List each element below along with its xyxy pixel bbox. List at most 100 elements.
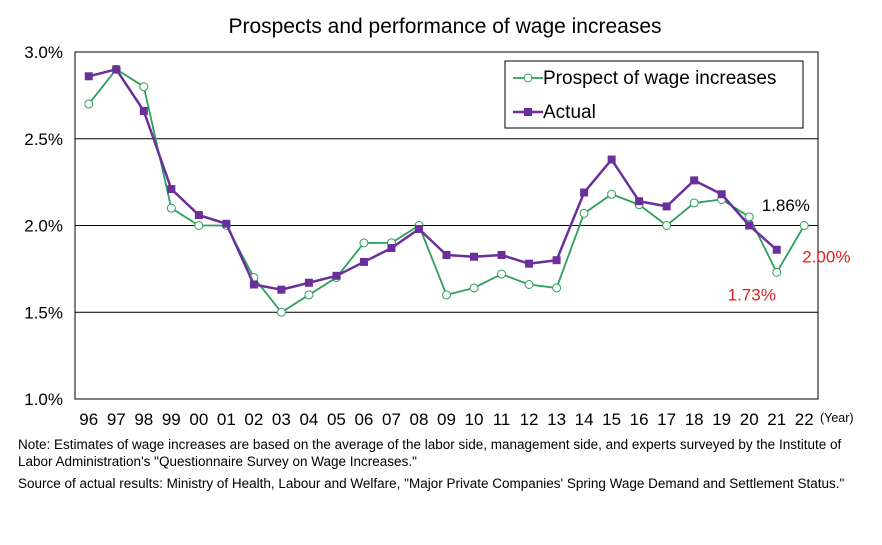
chart-note: Note: Estimates of wage increases are ba… [18, 437, 842, 469]
y-tick-label: 1.0% [24, 390, 63, 409]
data-point [552, 283, 562, 293]
x-tick-label: 18 [685, 410, 704, 429]
data-point [662, 221, 672, 230]
series-actual [84, 65, 781, 294]
data-point [745, 221, 754, 230]
x-tick-label: 11 [493, 410, 511, 429]
x-tick-label: 98 [134, 410, 153, 429]
data-point [524, 279, 534, 289]
data-point [744, 212, 754, 222]
series-line [88, 67, 778, 291]
x-tick-label: 15 [602, 410, 621, 429]
legend-marker [524, 108, 532, 116]
data-point [772, 245, 781, 254]
data-point [442, 250, 451, 259]
data-point [469, 283, 479, 293]
x-tick-label: 08 [410, 410, 429, 429]
x-axis-unit: (Year) [820, 411, 854, 425]
y-tick-label: 2.5% [24, 130, 63, 149]
data-point [772, 267, 782, 277]
data-point [304, 278, 313, 287]
y-axis: 1.0% 1.5% 2.0% 2.5% 3.0% [24, 43, 63, 409]
legend-item: Actual [513, 102, 596, 123]
data-point [276, 307, 286, 317]
x-tick-label: 07 [382, 410, 401, 429]
data-point [249, 280, 258, 289]
x-tick-label: 99 [162, 410, 181, 429]
legend-label: Prospect of wage increases [543, 68, 776, 89]
data-point [112, 65, 121, 74]
data-point [470, 252, 479, 261]
data-point [579, 208, 589, 218]
x-tick-label: 14 [575, 410, 594, 429]
data-point [277, 285, 286, 294]
chart-title: Prospects and performance of wage increa… [228, 15, 661, 38]
data-point [635, 197, 644, 206]
x-tick-label: 19 [712, 410, 731, 429]
data-point [689, 198, 699, 208]
data-point [662, 202, 671, 211]
y-tick-label: 2.0% [24, 217, 63, 236]
data-point [607, 155, 616, 164]
data-point [194, 221, 204, 230]
legend-box [504, 60, 804, 129]
data-label: 1.73% [728, 285, 776, 304]
y-tick-label: 1.5% [24, 303, 63, 322]
data-point [84, 99, 94, 109]
legend: Prospect of wage increases Actual [504, 60, 804, 129]
data-label: 2.00% [802, 248, 850, 267]
x-tick-label: 03 [272, 410, 291, 429]
x-axis: 96 97 98 99 00 01 02 03 04 05 06 07 08 09 10 11 12 13 14 15… [79, 410, 813, 429]
legend-item: Prospect of wage increases [513, 68, 776, 89]
data-point [194, 211, 203, 220]
data-point [139, 82, 149, 92]
x-tick-label: 00 [189, 410, 208, 429]
data-point [139, 106, 148, 115]
x-tick-label: 21 [767, 410, 786, 429]
x-tick-label: 12 [520, 410, 539, 429]
data-point [167, 185, 176, 194]
data-point [359, 257, 368, 266]
data-point [607, 189, 617, 199]
x-tick-label: 97 [107, 410, 126, 429]
data-point [552, 256, 561, 265]
data-point [414, 224, 423, 233]
data-point [525, 259, 534, 268]
x-tick-label: 06 [354, 410, 373, 429]
x-tick-label: 02 [244, 410, 263, 429]
data-point [359, 238, 369, 248]
x-tick-label: 01 [217, 410, 236, 429]
series-group [84, 64, 809, 317]
data-point [332, 271, 341, 280]
plot-area [74, 51, 819, 400]
x-tick-label: 22 [795, 410, 814, 429]
x-tick-label: 17 [657, 410, 676, 429]
wage-chart: Prospects and performance of wage increa… [24, 15, 854, 429]
y-tick-label: 3.0% [24, 43, 63, 62]
annotations: 1.86% 2.00% 1.73% [728, 196, 851, 305]
x-tick-label: 20 [740, 410, 759, 429]
x-tick-label: 05 [327, 410, 346, 429]
chart-source: Source of actual results: Ministry of He… [18, 476, 845, 491]
x-tick-label: 04 [299, 410, 318, 429]
data-point [166, 203, 176, 213]
data-point [222, 219, 231, 228]
x-tick-label: 10 [465, 410, 484, 429]
x-tick-label: 13 [547, 410, 566, 429]
data-point [84, 72, 93, 81]
x-tick-label: 16 [630, 410, 649, 429]
data-point [442, 290, 451, 300]
legend-label: Actual [543, 102, 596, 123]
x-tick-label: 96 [79, 410, 98, 429]
data-point [304, 290, 314, 300]
x-tick-label: 09 [437, 410, 456, 429]
data-point [690, 176, 699, 185]
data-point [717, 190, 726, 199]
data-label: 1.86% [762, 196, 810, 215]
data-point [580, 188, 589, 197]
legend-marker [523, 73, 533, 83]
data-point [497, 250, 506, 259]
data-point [387, 244, 396, 253]
data-point [799, 221, 809, 230]
data-point [497, 269, 507, 279]
